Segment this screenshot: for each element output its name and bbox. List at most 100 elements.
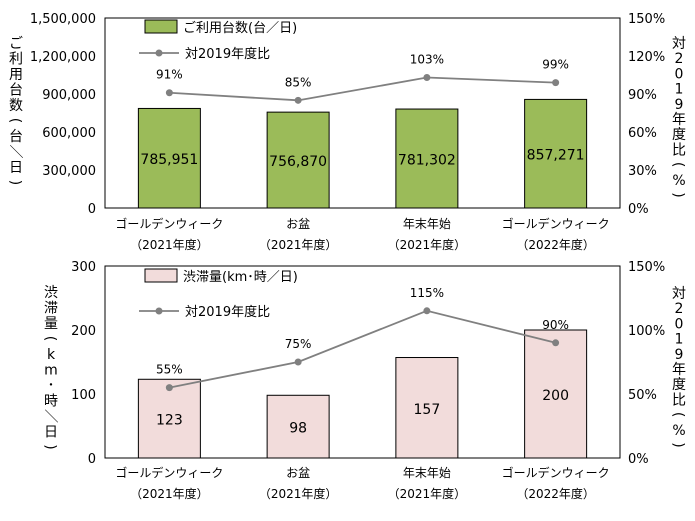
chart-top-ylabel2-char: 対 — [672, 36, 686, 52]
chart-top-legend-line-marker — [155, 49, 163, 57]
chart-top-ratio-point — [165, 89, 173, 97]
chart-bottom-bar-label: 157 — [414, 402, 441, 418]
chart-bottom-ratio-label: 115% — [410, 286, 444, 300]
chart-bottom-bar-label: 200 — [542, 388, 569, 404]
chart-top-category-label-year: （2021年度） — [130, 237, 209, 252]
chart-bottom-ylabel-char: ･ — [48, 378, 55, 394]
chart-bottom-bar — [395, 357, 459, 459]
chart-bottom-legend-line-marker — [155, 307, 163, 315]
chart-bottom-legend-bar-label: 渋滞量(km･時／日) — [183, 270, 298, 285]
chart-bottom-ylabel2-char: 0 — [675, 316, 684, 332]
chart-bottom-category-label-year: （2022年度） — [516, 486, 595, 501]
chart-top-ratio-point — [423, 74, 431, 82]
chart-bottom-ratio-point — [294, 358, 302, 366]
chart-top-category-label: お盆 — [286, 217, 310, 231]
chart-top-plot-frame — [104, 17, 621, 209]
chart-top-y2tick-label: 120% — [628, 50, 665, 65]
chart-top-ratio-label: 103% — [410, 53, 444, 67]
chart-top-category-label: 年末年始 — [403, 217, 451, 231]
chart-top-category-label: ゴールデンウィーク — [115, 216, 223, 231]
chart-bottom-bar — [266, 394, 330, 459]
chart-top-ytick-label: 1,500,000 — [30, 12, 96, 27]
chart-bottom-ylabel-char: 滞 — [44, 301, 58, 317]
chart-bottom-ylabel2-char: 比 — [672, 392, 686, 408]
chart-top-ytick-label: 900,000 — [42, 88, 96, 103]
chart-bottom-ylabel-char: 量 — [44, 316, 58, 332]
chart-top-ytick-label: 1,200,000 — [30, 50, 96, 65]
chart-bottom-y2tick-label: 50% — [628, 388, 657, 403]
chart-top-bar-label: 756,870 — [269, 154, 327, 170]
chart-top-ylabel: ご利用台数(台／日) — [7, 36, 23, 185]
chart-bottom-ratio-point — [423, 307, 431, 315]
chart-bottom-y2tick-label: 150% — [628, 260, 665, 275]
chart-top-bar — [524, 98, 588, 209]
chart-bottom-ytick-label: 200 — [71, 324, 96, 339]
chart-bottom-bar-label: 123 — [156, 413, 183, 429]
chart-top-ytick-label: 0 — [88, 202, 96, 217]
chart-top-ylabel-char: ご — [9, 36, 23, 52]
chart-top-ylabel-char: 数 — [9, 98, 23, 114]
chart-top-bar — [266, 111, 330, 209]
chart-bottom-ytick-label: 0 — [88, 452, 96, 467]
chart-top-y2tick-label: 150% — [628, 12, 665, 27]
chart-top-ytick-label: 600,000 — [42, 126, 96, 141]
chart-bottom-legend-line-label: 対2019年度比 — [185, 304, 270, 320]
chart-bottom-plot-frame — [104, 265, 621, 459]
chart-bottom-category-label: お盆 — [286, 466, 310, 480]
chart-top-ylabel-char: 用 — [9, 67, 23, 83]
chart-bottom-ratio-label: 90% — [542, 318, 569, 332]
chart-top-ylabel2-char: 0 — [675, 66, 684, 82]
chart-top-ylabel-char: ) — [7, 180, 23, 185]
chart-bottom-bar-label: 98 — [289, 421, 307, 437]
chart-top-category-label: ゴールデンウィーク — [502, 216, 610, 231]
chart-bottom-category-label: ゴールデンウィーク — [502, 465, 610, 480]
chart-top-category-label-year: （2021年度） — [388, 237, 467, 252]
chart-top-category-label-year: （2022年度） — [516, 237, 595, 252]
chart-top-y2tick-label: 0% — [628, 202, 649, 217]
chart-top-ylabel-char: 日 — [9, 160, 23, 176]
chart-bottom-ylabel2-char: 対 — [672, 286, 686, 302]
chart-bottom-legend-bar-swatch — [144, 268, 178, 283]
chart-top-ylabel2: 対2019年度比 (%) — [670, 36, 686, 198]
chart-bottom-ratio-point — [165, 384, 173, 392]
chart-bottom-y2tick-label: 0% — [628, 452, 649, 467]
chart-top-y2tick-label: 90% — [628, 88, 657, 103]
chart-top-ratio-label: 85% — [285, 75, 312, 89]
chart-bottom-ratio-line — [169, 309, 556, 389]
chart-top-bar — [137, 107, 201, 209]
chart-top-ratio-point — [552, 79, 560, 87]
chart-top-ylabel2-char: 比 — [672, 142, 686, 158]
chart-bottom-ylabel2-char: 度 — [672, 377, 686, 393]
chart-bottom-ylabel2-char: 1 — [675, 332, 684, 348]
chart-top-ratio-label: 99% — [542, 58, 569, 72]
chart-top-legend-bar-label: ご利用台数(台／日) — [183, 20, 297, 36]
chart-top-ylabel2-char: 2 — [675, 51, 684, 67]
chart-top-bar-label: 785,951 — [140, 152, 198, 168]
chart-top-bar-label: 857,271 — [527, 148, 585, 164]
chart-top-legend-bar-swatch — [144, 19, 178, 34]
chart-top-ylabel2-char: 年 — [672, 112, 686, 128]
chart-bottom-ylabel-char: 渋 — [44, 285, 58, 301]
chart-bottom-ylabel: 渋滞量 (km･時／ 日) — [42, 285, 58, 450]
chart-bottom-ytick-label: 300 — [71, 260, 96, 275]
chart-bottom-ylabel2-char: ) — [670, 442, 686, 447]
chart-top-bar — [395, 108, 459, 209]
chart-top-ylabel-char: 利 — [9, 52, 23, 68]
chart-top-category-label-year: （2021年度） — [259, 237, 338, 252]
chart-bottom-ytick-label: 100 — [71, 388, 96, 403]
chart-bottom-ylabel-char: 日 — [44, 425, 58, 441]
chart-bottom-ylabel-char: m — [44, 363, 58, 379]
chart-bottom-category-label-year: （2021年度） — [259, 486, 338, 501]
chart-bottom-ylabel2-char: 9 — [675, 347, 684, 363]
chart-bottom-ylabel2: 対2019年度比 (%) — [670, 286, 686, 448]
chart-top-y2tick-label: 30% — [628, 164, 657, 179]
chart-top-ylabel-char: ( — [7, 118, 23, 123]
chart-top-ylabel-char: 台 — [9, 83, 23, 99]
chart-top-y2tick-label: 60% — [628, 126, 657, 141]
chart-bottom-category-label: ゴールデンウィーク — [115, 465, 223, 480]
chart-top-ylabel2-char: 1 — [675, 82, 684, 98]
chart-bottom-category-label-year: （2021年度） — [388, 486, 467, 501]
chart-bottom-ratio-label: 75% — [285, 337, 312, 351]
chart-bottom-y2tick-label: 100% — [628, 324, 665, 339]
